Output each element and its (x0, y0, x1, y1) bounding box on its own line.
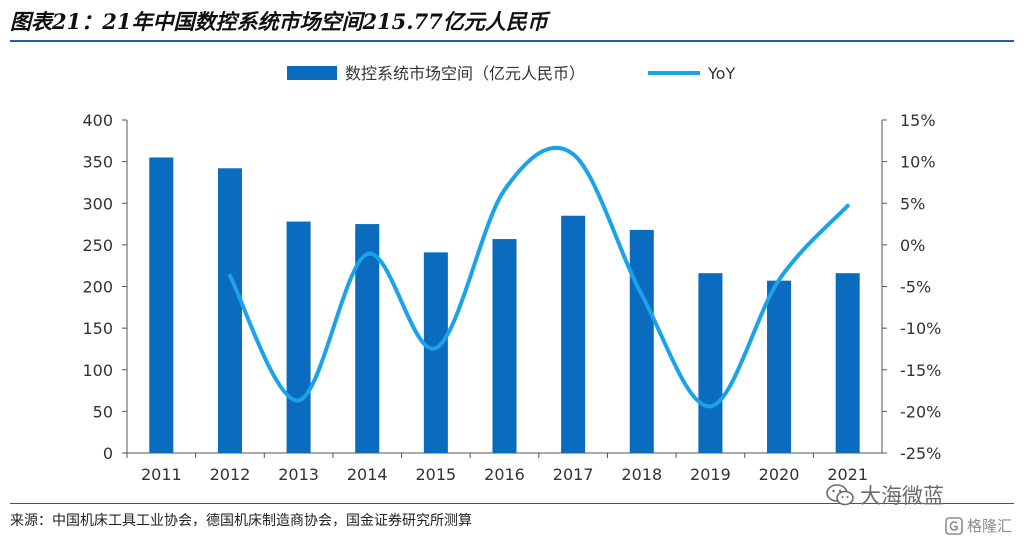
legend-label-bar: 数控系统市场空间（亿元人民币） (345, 64, 585, 83)
legend: 数控系统市场空间（亿元人民币） YoY (287, 64, 735, 83)
left-axis-tick-label: 300 (82, 194, 113, 213)
right-axis-tick-label: 0% (900, 236, 925, 255)
source-note: 来源：中国机床工具工业协会，德国机床制造商协会，国金证券研究所测算 (10, 513, 472, 529)
x-axis-tick-label: 2017 (553, 465, 594, 484)
x-axis-tick-label: 2019 (690, 465, 731, 484)
bar (149, 157, 174, 453)
right-axis-tick-label: -10% (900, 319, 941, 338)
legend-label-line: YoY (707, 64, 735, 83)
x-axis-tick-label: 2020 (759, 465, 800, 484)
left-axis-tick-label: 400 (82, 111, 113, 130)
right-axis-tick-label: -5% (900, 278, 931, 297)
axes: 0 50 100 150 200 250 300 350 400 15% 10% 5% 0% -5% -10… (82, 111, 941, 484)
x-axis-tick-label: 2012 (210, 465, 251, 484)
bar (492, 239, 517, 453)
bar (217, 168, 242, 453)
bar (698, 273, 723, 453)
x-axis-tick-label: 2016 (484, 465, 525, 484)
bar (423, 252, 448, 453)
brand-logo: 格隆汇 (945, 515, 1012, 536)
left-axis-tick-label: 100 (82, 361, 113, 380)
left-axis-tick-label: 50 (93, 402, 113, 421)
left-axis-tick-label: 200 (82, 278, 113, 297)
right-axis-tick-label: -25% (900, 444, 941, 463)
title-divider (10, 40, 1014, 42)
yoy-series (227, 146, 850, 409)
yoy-line (227, 146, 850, 409)
left-axis-tick-label: 0 (103, 444, 113, 463)
x-axis-tick-label: 2011 (141, 465, 182, 484)
left-axis-tick-label: 150 (82, 319, 113, 338)
logo-text: 格隆汇 (966, 517, 1012, 535)
right-axis-tick-label: 10% (900, 153, 936, 172)
x-axis-tick-label: 2015 (416, 465, 457, 484)
footer-divider (10, 503, 1014, 504)
bar (286, 221, 311, 453)
x-axis-tick-label: 2014 (347, 465, 388, 484)
watermark-text: 大海微蓝 (860, 484, 944, 508)
right-axis-tick-label: -15% (900, 361, 941, 380)
right-axis-tick-label: -20% (900, 402, 941, 421)
legend-swatch-bar (287, 66, 337, 80)
bar (629, 229, 654, 453)
right-axis-tick-label: 15% (900, 111, 936, 130)
left-axis-tick-label: 250 (82, 236, 113, 255)
bar (835, 273, 860, 453)
wechat-icon (826, 484, 854, 506)
x-axis-tick-label: 2018 (621, 465, 662, 484)
bar-series (149, 157, 860, 453)
right-axis-tick-label: 5% (900, 194, 925, 213)
logo-mark-icon (945, 516, 963, 535)
bar (561, 215, 586, 453)
x-axis-tick-label: 2013 (278, 465, 319, 484)
chart-canvas: 数控系统市场空间（亿元人民币） YoY 0 50 100 150 200 250 300 35… (82, 64, 941, 484)
left-axis-tick-label: 350 (82, 153, 113, 172)
bar (767, 280, 792, 453)
figure-title: 图表21：21年中国数控系统市场空间215.77亿元人民币 (10, 9, 548, 34)
x-axis-tick-label: 2021 (827, 465, 868, 484)
watermark: 大海微蓝 (826, 480, 944, 510)
